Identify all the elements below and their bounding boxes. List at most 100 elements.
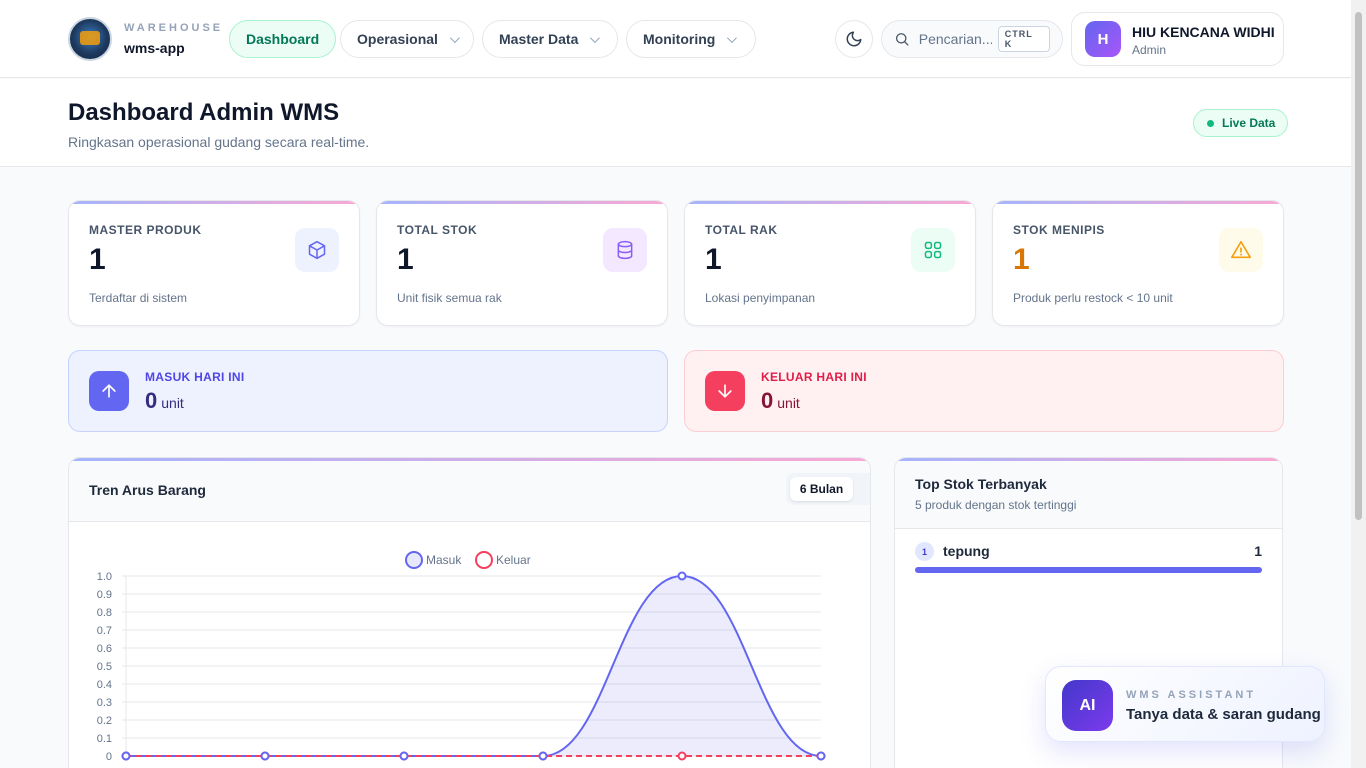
data-point-masuk [816,751,826,761]
data-point-masuk [677,571,687,581]
stat-value: 1 [397,243,414,276]
data-point-keluar [677,751,687,761]
legend-label-keluar: Keluar [496,553,531,567]
scrollbar-thumb[interactable] [1355,12,1362,520]
keluar-label: KELUAR HARI INI [761,370,867,384]
user-menu[interactable]: H HIU KENCANA WIDHI Admin [1071,12,1284,66]
stock-bar-track [915,567,1262,573]
avatar: H [1085,21,1121,57]
stat-label: TOTAL RAK [705,223,778,237]
legend-marker-keluar [475,551,493,569]
stat-label: TOTAL STOK [397,223,478,237]
legend-label-masuk: Masuk [426,553,462,567]
assistant-subtitle: Tanya data & saran gudang [1126,706,1321,723]
y-tick-label: 0.6 [97,643,112,655]
stat-card-master-produk: MASTER PRODUK 1 Terdaftar di sistem [68,200,360,326]
y-tick-label: 0.8 [97,607,112,619]
stat-label: STOK MENIPIS [1013,223,1105,237]
theme-toggle-button[interactable] [835,20,873,58]
nav-monitoring[interactable]: Monitoring [626,20,756,58]
y-tick-label: 0.3 [97,697,112,709]
product-qty: 1 [1254,543,1262,559]
y-tick-label: 0 [106,751,112,763]
arrow-up-icon [89,371,129,411]
user-role: Admin [1132,43,1167,57]
trend-title: Tren Arus Barang [89,482,206,498]
stat-card-total-stok: TOTAL STOK 1 Unit fisik semua rak [376,200,668,326]
top-stock-title: Top Stok Terbanyak [915,476,1047,492]
page-header: Dashboard Admin WMS Ringkasan operasiona… [0,79,1351,167]
stat-value: 1 [89,243,106,276]
page-title: Dashboard Admin WMS [68,99,340,126]
nav-operasional[interactable]: Operasional [340,20,474,58]
tab-7-hari[interactable]: 7 Hari [856,477,871,501]
stat-value: 1 [1013,243,1030,276]
legend-marker-masuk [405,551,423,569]
trend-panel: Tren Arus Barang 6 Bulan 7 Hari 0 0.1 0.2 0… [68,457,871,768]
rank-badge: 1 [915,542,934,561]
warning-icon [1219,228,1263,272]
trend-chart: 0 0.1 0.2 0.3 0.4 0.5 0.6 0.7 0.8 0.9 1.0 Masuk Kelu… [97,551,826,763]
nav-master-data-label: Master Data [499,31,579,47]
trend-range-toggle: 6 Bulan 7 Hari [786,473,871,505]
masuk-unit: unit [161,395,184,411]
user-name: HIU KENCANA WIDHI [1132,24,1275,40]
y-tick-label: 0.7 [97,625,112,637]
keluar-unit: unit [777,395,800,411]
tab-6-bulan[interactable]: 6 Bulan [790,477,853,501]
nav-monitoring-label: Monitoring [643,31,716,47]
wms-assistant-button[interactable]: AI WMS ASSISTANT Tanya data & saran guda… [1045,666,1325,742]
moon-icon [846,31,862,47]
series-area-masuk [126,576,821,756]
trend-panel-header [69,461,870,522]
arrow-down-icon [705,371,745,411]
y-tick-label: 0.1 [97,733,112,745]
list-item[interactable]: 1 tepung 1 [915,542,1262,578]
nav-dashboard[interactable]: Dashboard [229,20,337,58]
live-data-badge: Live Data [1193,109,1289,137]
top-navbar: WAREHOUSE wms-app Dashboard Operasional … [0,0,1351,78]
y-tick-label: 0.5 [97,661,112,673]
chevron-down-icon [590,32,601,43]
top-stock-subtitle: 5 produk dengan stok tertinggi [915,498,1077,512]
ai-badge: AI [1062,680,1113,731]
y-tick-label: 0.9 [97,589,112,601]
database-icon [603,228,647,272]
stat-value: 1 [705,243,722,276]
y-tick-label: 0.4 [97,679,112,691]
masuk-label: MASUK HARI INI [145,370,245,384]
keluar-value-row: 0 unit [761,388,800,414]
brand-app-name: wms-app [124,40,185,56]
search-box[interactable]: Pencarian... CTRL K [881,20,1063,58]
top-stock-header [895,461,1282,529]
chevron-down-icon [449,32,460,43]
data-point-masuk [121,751,131,761]
box-icon [295,228,339,272]
data-point-masuk [260,751,270,761]
keluar-hari-ini-card: KELUAR HARI INI 0 unit [684,350,1284,432]
product-name: tepung [943,543,990,559]
page-subtitle: Ringkasan operasional gudang secara real… [68,134,370,150]
stat-hint: Unit fisik semua rak [397,291,502,305]
search-placeholder: Pencarian... [918,31,992,47]
search-icon [895,33,909,46]
nav-dashboard-label: Dashboard [246,31,320,47]
company-logo[interactable] [68,17,112,61]
page-scrollbar[interactable] [1351,0,1366,768]
stat-label: MASTER PRODUK [89,223,202,237]
masuk-value-row: 0 unit [145,388,184,414]
assistant-title: WMS ASSISTANT [1126,689,1257,701]
nav-master-data[interactable]: Master Data [482,20,618,58]
data-point-masuk [399,751,409,761]
stat-card-total-rak: TOTAL RAK 1 Lokasi penyimpanan [684,200,976,326]
grid-icon [911,228,955,272]
brand-title: WAREHOUSE [124,22,224,34]
data-point-masuk [538,751,548,761]
masuk-value: 0 [145,388,158,413]
stat-hint: Terdaftar di sistem [89,291,188,305]
stat-hint: Produk perlu restock < 10 unit [1013,291,1173,305]
masuk-hari-ini-card: MASUK HARI INI 0 unit [68,350,668,432]
keluar-value: 0 [761,388,774,413]
y-tick-label: 0.2 [97,715,112,727]
stat-hint: Lokasi penyimpanan [705,291,816,305]
